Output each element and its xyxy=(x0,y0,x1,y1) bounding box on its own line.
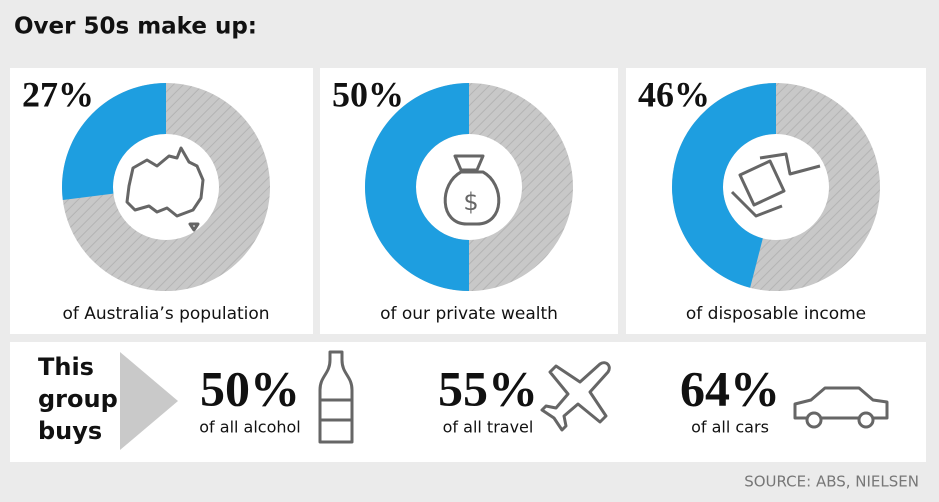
tasmania-icon xyxy=(188,222,200,232)
wheel xyxy=(857,411,875,429)
page-title: Over 50s make up: xyxy=(14,14,257,40)
caption: of our private wealth xyxy=(380,304,558,324)
buys-caption: of all travel xyxy=(443,418,534,437)
caption: of disposable income xyxy=(686,304,866,324)
buys-value: 64% xyxy=(680,360,780,416)
caption: of Australia’s population xyxy=(62,304,269,324)
buys-caption: of all cars xyxy=(691,418,769,437)
car-icon xyxy=(793,386,889,420)
icons: $ xyxy=(125,146,889,444)
percent-label: 50% xyxy=(332,74,404,114)
buys-heading: buys xyxy=(38,417,102,445)
money-bag-icon xyxy=(443,154,501,226)
australia-icon xyxy=(125,146,205,218)
buys-caption: of all alcohol xyxy=(199,418,301,437)
arrow xyxy=(120,352,178,450)
donut-group: 27% of Australia’s population 50% of our pr… xyxy=(22,74,880,324)
cash-hand-icon xyxy=(730,152,821,218)
buys-value: 50% xyxy=(200,360,300,416)
donut-segment xyxy=(672,83,776,288)
buys-heading: This xyxy=(38,353,94,381)
donut-segment xyxy=(61,83,166,201)
donut-segment xyxy=(365,83,469,291)
source: SOURCE: ABS, NIELSEN xyxy=(744,473,919,491)
bottle-icon xyxy=(318,350,354,444)
percent-label: 27% xyxy=(22,74,94,114)
plane-icon xyxy=(540,361,611,432)
wheel xyxy=(805,411,823,429)
buys-heading: group xyxy=(38,385,118,413)
percent-label: 46% xyxy=(638,74,710,114)
buys-value: 55% xyxy=(438,360,538,416)
icon-glyph: $ xyxy=(463,188,478,216)
